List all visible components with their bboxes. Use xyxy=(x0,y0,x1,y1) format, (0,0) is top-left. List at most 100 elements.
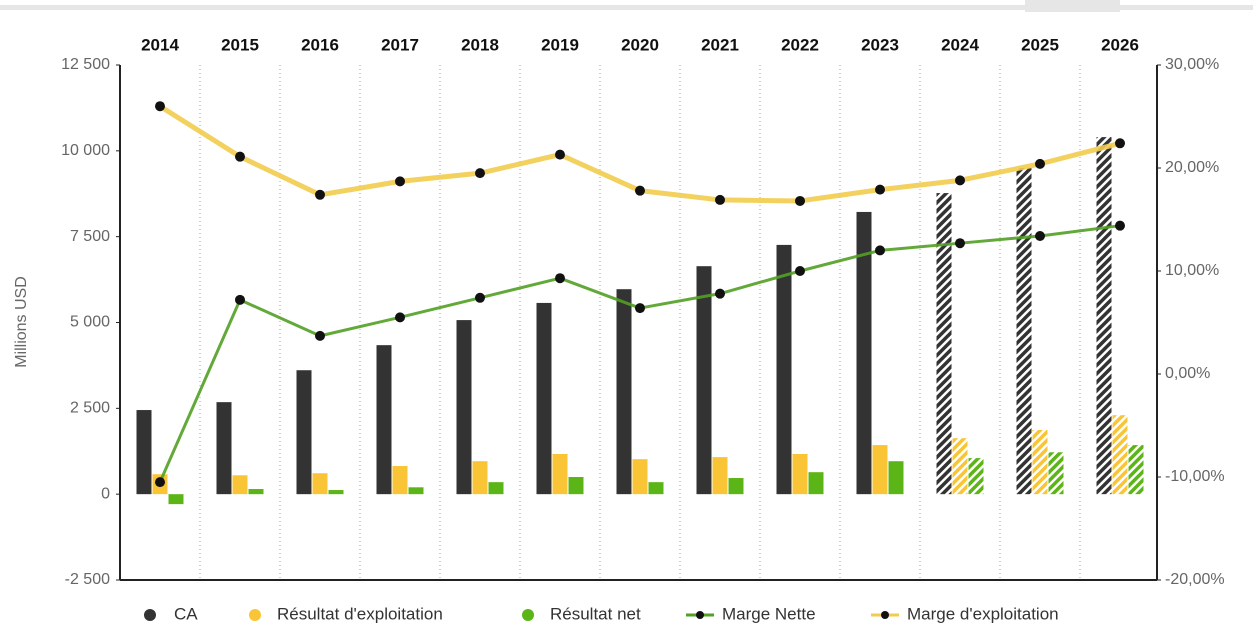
category-label: 2021 xyxy=(701,35,739,54)
y-tick-label: 10 000 xyxy=(61,142,110,159)
legend-marker xyxy=(696,611,704,619)
y-tick-label: 5 000 xyxy=(70,314,110,331)
bar xyxy=(936,193,952,495)
category-label: 2018 xyxy=(461,35,499,54)
legend-label: Résultat d'exploitation xyxy=(277,604,443,623)
line-point xyxy=(555,273,565,284)
line-point xyxy=(875,184,885,195)
bar xyxy=(1096,137,1112,495)
line-point xyxy=(395,176,405,187)
line-point xyxy=(315,330,325,341)
category-label: 2017 xyxy=(381,35,419,54)
bar xyxy=(1112,415,1128,495)
category-label: 2014 xyxy=(141,35,179,54)
category-label: 2019 xyxy=(541,35,579,54)
bar xyxy=(1048,452,1064,495)
category-label: 2015 xyxy=(221,35,259,54)
line-point xyxy=(555,149,565,160)
line-point xyxy=(1035,230,1045,241)
bar xyxy=(952,438,968,495)
bar xyxy=(872,445,888,495)
line-point xyxy=(155,101,165,112)
bar xyxy=(568,477,584,495)
bar xyxy=(328,490,344,495)
line-point xyxy=(395,312,405,323)
line-point xyxy=(315,189,325,200)
line-point xyxy=(795,195,805,206)
legend-marker xyxy=(881,611,889,619)
line-point xyxy=(715,194,725,205)
bar xyxy=(1016,168,1032,495)
bar xyxy=(392,466,408,495)
bar xyxy=(1032,429,1048,495)
y2-tick-label: 0,00% xyxy=(1165,365,1210,382)
y-tick-label: 7 500 xyxy=(70,228,110,245)
tab xyxy=(1025,0,1120,12)
bar xyxy=(888,461,904,495)
y2-tick-label: -20,00% xyxy=(1165,571,1225,588)
line-point xyxy=(1115,220,1125,231)
y2-tick-label: 30,00% xyxy=(1165,56,1219,73)
line-point xyxy=(235,294,245,305)
bar xyxy=(632,459,648,495)
line-point xyxy=(235,151,245,162)
line-point xyxy=(155,477,165,488)
line-point xyxy=(635,185,645,196)
line-point xyxy=(715,288,725,299)
y-tick-label: 2 500 xyxy=(70,400,110,417)
bar xyxy=(136,410,152,495)
bar xyxy=(968,458,984,495)
bar xyxy=(296,370,312,495)
y-tick-label: 12 500 xyxy=(61,56,110,73)
bar xyxy=(712,457,728,495)
line-point xyxy=(875,245,885,256)
category-label: 2026 xyxy=(1101,35,1139,54)
legend-label: Résultat net xyxy=(550,604,641,623)
bar xyxy=(648,482,664,495)
y-axis-label: Millions USD xyxy=(13,276,30,368)
legend-marker xyxy=(522,609,534,621)
category-label: 2022 xyxy=(781,35,819,54)
line-point xyxy=(1115,138,1125,149)
line-point xyxy=(795,266,805,276)
bar xyxy=(472,461,488,495)
bar xyxy=(696,266,712,495)
line-point xyxy=(475,292,485,303)
line-point xyxy=(635,303,645,314)
bar xyxy=(488,482,504,495)
bar xyxy=(456,320,472,495)
bar xyxy=(376,345,392,495)
line-point xyxy=(955,238,965,249)
category-label: 2023 xyxy=(861,35,899,54)
bar xyxy=(808,472,824,495)
y2-tick-label: 20,00% xyxy=(1165,159,1219,176)
bar xyxy=(616,289,632,495)
legend-label: Marge Nette xyxy=(722,604,816,623)
category-label: 2025 xyxy=(1021,35,1059,54)
bar xyxy=(776,244,792,495)
bar xyxy=(248,489,264,495)
bar xyxy=(1128,445,1144,495)
line-point xyxy=(475,168,485,179)
top-bar xyxy=(0,5,1253,10)
category-label: 2016 xyxy=(301,35,339,54)
y-tick-label: -2 500 xyxy=(65,571,110,588)
y2-tick-label: 10,00% xyxy=(1165,262,1219,279)
bar xyxy=(216,402,232,495)
bar xyxy=(856,211,872,495)
line-point xyxy=(1035,158,1045,169)
bar xyxy=(408,487,424,495)
legend-marker xyxy=(249,609,261,621)
bar xyxy=(728,478,744,495)
y2-tick-label: -10,00% xyxy=(1165,468,1225,485)
y-tick-label: 0 xyxy=(101,485,110,502)
bar xyxy=(552,453,568,495)
legend-marker xyxy=(144,609,156,621)
category-label: 2020 xyxy=(621,35,659,54)
bar xyxy=(232,475,248,495)
bar xyxy=(168,494,184,505)
legend-label: Marge d'exploitation xyxy=(907,604,1059,623)
bar xyxy=(792,453,808,495)
bar xyxy=(312,473,328,495)
